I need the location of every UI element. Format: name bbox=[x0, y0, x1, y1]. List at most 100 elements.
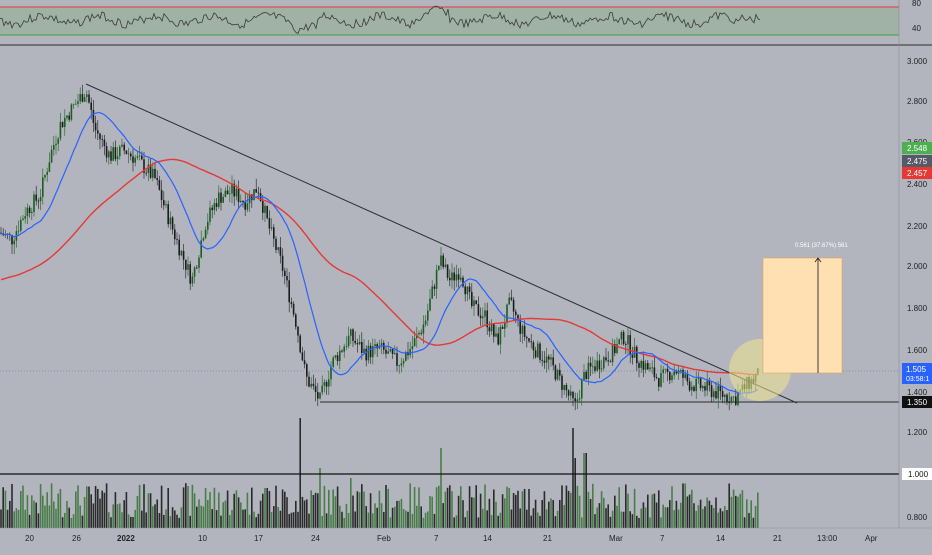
volume-bar bbox=[308, 513, 310, 528]
volume-bar bbox=[22, 485, 24, 528]
candle-body bbox=[218, 192, 220, 207]
volume-bar bbox=[385, 484, 387, 528]
time-label-17: 17 bbox=[254, 534, 263, 543]
projection-tool[interactable]: 0.561 (37.67%) 561 bbox=[762, 243, 848, 374]
badge-gray bbox=[902, 155, 932, 167]
candle-body bbox=[398, 365, 400, 367]
candle-body bbox=[735, 396, 737, 405]
time-label-21-feb: 21 bbox=[543, 534, 552, 543]
volume-bar bbox=[642, 502, 645, 528]
volume-bar bbox=[735, 495, 737, 528]
volume-bar bbox=[609, 516, 612, 528]
candle-body bbox=[561, 375, 563, 390]
volume-bar bbox=[167, 488, 169, 528]
volume-bar bbox=[306, 499, 308, 528]
candle-body bbox=[187, 264, 189, 270]
candle-body bbox=[680, 369, 682, 371]
candle-body bbox=[737, 393, 739, 405]
candle-body bbox=[499, 326, 502, 345]
candle-body bbox=[699, 378, 702, 389]
volume-bar bbox=[288, 513, 290, 528]
volume-bar bbox=[719, 508, 722, 528]
volume-bar bbox=[618, 487, 620, 528]
candle-body bbox=[625, 344, 627, 345]
candle-body bbox=[642, 360, 645, 370]
candle-body bbox=[365, 348, 367, 361]
volume-bar bbox=[625, 484, 627, 528]
candle-body bbox=[515, 311, 517, 315]
candle-body bbox=[55, 143, 57, 146]
volume-bar bbox=[110, 517, 112, 528]
volume-bar bbox=[246, 492, 249, 528]
candle-body bbox=[317, 392, 319, 399]
candle-body bbox=[290, 302, 293, 304]
candle-body bbox=[429, 298, 431, 311]
price-tick-2400: 2.400 bbox=[907, 180, 928, 189]
volume-bar bbox=[328, 489, 330, 528]
volume-bar bbox=[101, 490, 103, 528]
projection-box[interactable] bbox=[762, 257, 843, 374]
volume-bar bbox=[209, 492, 211, 528]
volume-bar bbox=[198, 499, 200, 528]
volume-bar bbox=[123, 500, 125, 528]
price-tick-2000: 2.000 bbox=[907, 262, 928, 271]
volume-bar bbox=[367, 512, 370, 528]
time-label-26: 26 bbox=[72, 534, 81, 543]
volume-bar bbox=[237, 497, 240, 528]
candle-body bbox=[94, 122, 97, 131]
candle-body bbox=[314, 386, 317, 393]
candle-body bbox=[42, 177, 44, 197]
volume-bar bbox=[680, 502, 682, 528]
candle-body bbox=[640, 360, 642, 368]
candle-body bbox=[0, 232, 2, 234]
volume-bar bbox=[732, 489, 735, 528]
candle-body bbox=[466, 286, 469, 295]
candle-body bbox=[310, 383, 312, 387]
volume-bar bbox=[332, 489, 334, 528]
volume-bar bbox=[86, 486, 88, 528]
volume-bar bbox=[46, 492, 48, 528]
volume-bar bbox=[501, 494, 504, 528]
volume-bar bbox=[204, 488, 207, 528]
candle-body bbox=[550, 357, 552, 360]
volume-bar bbox=[196, 506, 198, 528]
volume-bar bbox=[543, 491, 546, 528]
volume-bar bbox=[369, 493, 372, 528]
candle-body bbox=[147, 164, 150, 173]
candle-body bbox=[92, 109, 95, 123]
price-tick-1600: 1.600 bbox=[907, 346, 928, 355]
candle-body bbox=[649, 367, 651, 370]
time-label-7-feb: 7 bbox=[434, 534, 439, 543]
descending-trendline[interactable] bbox=[85, 83, 798, 404]
candle-body bbox=[163, 200, 165, 206]
candle-body bbox=[352, 329, 354, 341]
candle-body bbox=[475, 300, 477, 305]
candle-body bbox=[200, 240, 202, 258]
volume-bar bbox=[255, 517, 257, 528]
candle-body bbox=[196, 267, 198, 269]
volume-bar bbox=[510, 509, 513, 528]
candle-body bbox=[325, 382, 328, 387]
candle-body bbox=[83, 96, 86, 102]
volume-bar bbox=[486, 510, 488, 528]
volume-bar bbox=[125, 492, 128, 528]
volume-bar bbox=[592, 483, 594, 528]
candle-body bbox=[682, 369, 684, 378]
candle-body bbox=[35, 194, 37, 201]
time-axis[interactable]: 20 26 2022 10 17 24 Feb 7 14 21 Mar 7 14… bbox=[25, 534, 878, 543]
volume-bar bbox=[449, 485, 451, 528]
volume-bar bbox=[116, 504, 119, 528]
candle-body bbox=[277, 247, 279, 250]
candle-body bbox=[457, 274, 460, 280]
candle-body bbox=[160, 189, 163, 201]
volume-bar bbox=[708, 500, 711, 528]
volume-bar bbox=[490, 515, 493, 528]
volume-bar bbox=[53, 501, 55, 528]
volume-bar bbox=[677, 509, 680, 528]
volume-bar bbox=[576, 485, 579, 528]
volume-bar bbox=[578, 495, 581, 528]
candle-body bbox=[22, 218, 24, 220]
candle-body bbox=[563, 384, 565, 390]
